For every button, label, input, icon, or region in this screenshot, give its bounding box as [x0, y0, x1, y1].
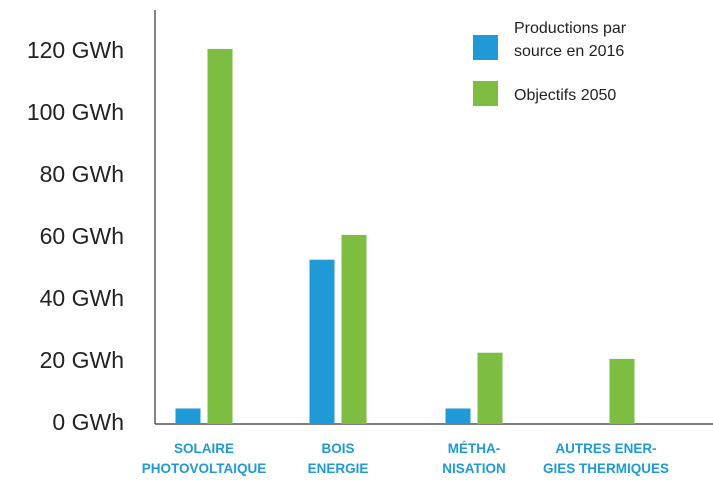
legend: Productions par source en 2016 Objectifs 2… — [473, 20, 627, 106]
y-axis-ticks: 0 GWh 20 GWh 40 GWh 60 GWh 80 GWh 100 GWh 120 … — [27, 37, 124, 435]
category-label: GIES THERMIQUES — [543, 461, 669, 476]
bar — [341, 234, 367, 424]
bar — [445, 408, 471, 424]
y-tick-label: 100 GWh — [27, 99, 124, 125]
legend-label: source en 2016 — [514, 43, 624, 60]
y-tick-label: 120 GWh — [27, 37, 124, 63]
category-label: NISATION — [442, 461, 506, 476]
category-labels: SOLAIRE PHOTOVOLTAIQUE BOIS ENERGIE MÉTHA- NI… — [142, 441, 669, 476]
y-tick-label: 80 GWh — [40, 161, 124, 187]
y-tick-label: 20 GWh — [40, 347, 124, 373]
legend-swatch — [473, 35, 498, 60]
bar — [309, 259, 335, 424]
category-label: BOIS — [321, 441, 354, 456]
bar — [609, 358, 635, 424]
y-tick-label: 40 GWh — [40, 285, 124, 311]
bars — [175, 48, 635, 425]
category-label: AUTRES ENER- — [555, 441, 656, 456]
bar — [477, 352, 503, 424]
legend-label: Objectifs 2050 — [514, 87, 616, 104]
category-label: MÉTHA- — [448, 441, 501, 456]
y-tick-label: 0 GWh — [52, 409, 124, 435]
bar — [207, 48, 233, 425]
category-label: PHOTOVOLTAIQUE — [142, 461, 267, 476]
y-tick-label: 60 GWh — [40, 223, 124, 249]
legend-swatch — [473, 81, 498, 106]
bar — [175, 408, 201, 424]
category-label: SOLAIRE — [174, 441, 234, 456]
legend-label: Productions par — [514, 20, 627, 37]
category-label: ENERGIE — [308, 461, 369, 476]
